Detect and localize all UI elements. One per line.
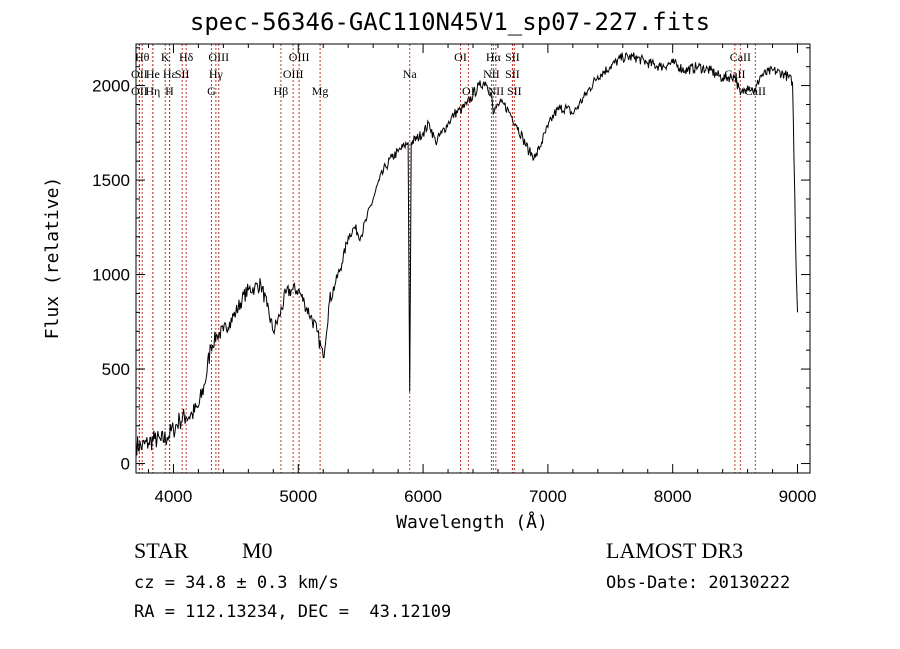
line-marker-label: Hθ bbox=[135, 50, 150, 64]
line-marker-label: Hε bbox=[163, 67, 177, 81]
x-axis-label: Wavelength (Å) bbox=[396, 511, 548, 533]
line-marker-label: CaII bbox=[730, 50, 751, 64]
y-tick-label: 500 bbox=[102, 360, 130, 379]
line-marker-label: CaII bbox=[724, 67, 745, 81]
line-marker-label: Hγ bbox=[209, 67, 224, 81]
x-tick-label: 8000 bbox=[654, 487, 692, 506]
x-tick-label: 4000 bbox=[155, 487, 193, 506]
y-tick-label: 0 bbox=[121, 455, 130, 474]
y-tick-label: 1500 bbox=[92, 171, 130, 190]
line-marker-label: H bbox=[165, 84, 174, 98]
line-marker-label: CaII bbox=[745, 84, 766, 98]
line-marker-label: OIII bbox=[289, 50, 310, 64]
line-marker-label: Mg bbox=[312, 84, 329, 98]
y-tick-label: 1000 bbox=[92, 266, 130, 285]
line-marker-label: OII bbox=[131, 84, 148, 98]
line-marker-label: SII bbox=[505, 67, 520, 81]
obs-date: Obs-Date: 20130222 bbox=[606, 573, 791, 593]
chart-title: spec-56346-GAC110N45V1_sp07-227.fits bbox=[189, 8, 711, 36]
survey-name: LAMOST DR3 bbox=[606, 538, 744, 563]
line-marker-label: Hδ bbox=[179, 50, 194, 64]
y-axis-label: Flux (relative) bbox=[42, 177, 63, 340]
line-marker-label: Na bbox=[403, 67, 418, 81]
x-tick-label: 5000 bbox=[279, 487, 317, 506]
line-marker-label: NII bbox=[488, 84, 505, 98]
plot-frame bbox=[135, 43, 811, 474]
coordinates-text: RA = 112.13234, DEC = 43.12109 bbox=[134, 602, 452, 622]
line-marker-label: Hη bbox=[145, 84, 160, 98]
redshift-text: cz = 34.8 ± 0.3 km/s bbox=[134, 573, 339, 593]
flux-series-line bbox=[135, 52, 798, 456]
line-marker-label: G bbox=[207, 84, 216, 98]
line-marker-label: OIII bbox=[283, 67, 304, 81]
line-marker-label: K bbox=[161, 50, 170, 64]
line-marker-label: NII bbox=[483, 67, 500, 81]
x-tick-label: 7000 bbox=[529, 487, 567, 506]
y-tick-label: 2000 bbox=[92, 77, 130, 96]
line-marker-label: SII bbox=[505, 50, 520, 64]
line-marker-label: SII bbox=[175, 67, 190, 81]
line-marker-label: He bbox=[146, 67, 160, 81]
line-marker-label: SII bbox=[507, 84, 522, 98]
line-marker-label: Hα bbox=[486, 50, 502, 64]
x-tick-label: 9000 bbox=[779, 487, 817, 506]
object-subclass: M0 bbox=[242, 538, 273, 563]
line-marker-label: OI bbox=[462, 84, 475, 98]
x-tick-label: 6000 bbox=[404, 487, 442, 506]
line-marker-label: OIII bbox=[208, 50, 229, 64]
line-marker-label: OI bbox=[454, 50, 467, 64]
object-class: STAR bbox=[134, 538, 189, 563]
line-marker-label: OII bbox=[131, 67, 148, 81]
line-marker-label: Hβ bbox=[274, 84, 289, 98]
